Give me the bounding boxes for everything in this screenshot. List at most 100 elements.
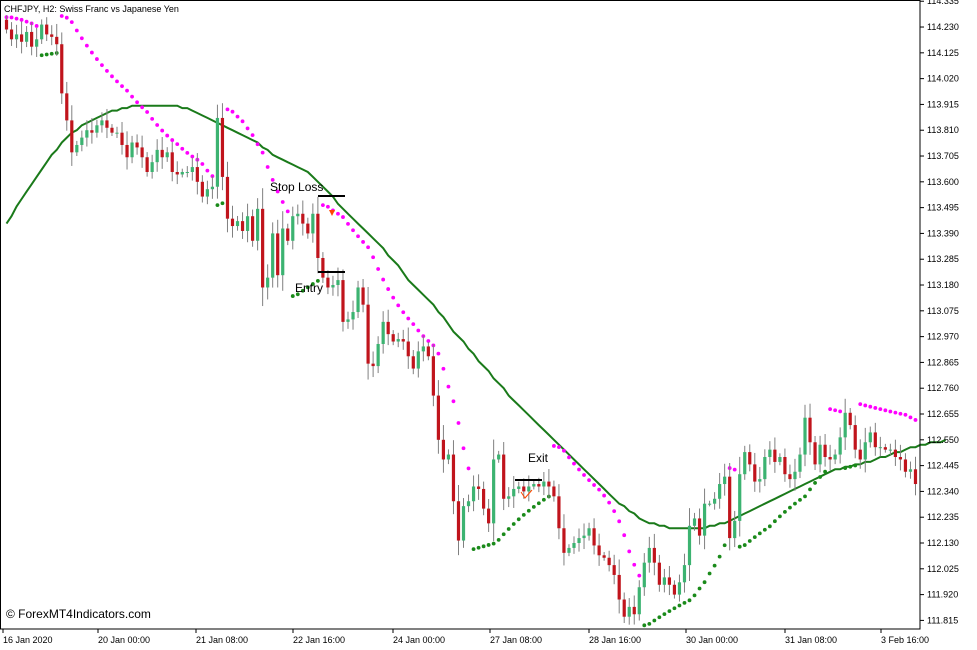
bear-candle (175, 171, 179, 175)
bull-candle (336, 280, 340, 286)
candlesticks (4, 15, 918, 625)
bear-candle (667, 577, 672, 585)
bear-candle (391, 334, 395, 342)
bear-candle (893, 449, 898, 458)
y-tick-label: 112.130 (927, 538, 959, 548)
sar-dot (24, 19, 29, 24)
sar-dot (667, 609, 672, 614)
bear-candle (140, 147, 144, 158)
bear-candle (406, 341, 410, 357)
sar-dot (280, 200, 285, 204)
sar-dot (441, 366, 446, 371)
bear-candle (135, 142, 139, 148)
sar-dot (732, 467, 737, 472)
bear-candle (4, 19, 9, 30)
sar-dot (662, 612, 667, 617)
sar-dot (140, 105, 145, 110)
sar-dot (717, 554, 722, 559)
sar-dot (89, 50, 94, 55)
sar-dot (64, 15, 69, 20)
sar-dot (612, 509, 617, 514)
sar-dot (175, 142, 180, 147)
bear-candle (898, 457, 903, 460)
bear-candle (366, 304, 370, 364)
sar-dot (19, 17, 24, 22)
sar-dot (677, 603, 682, 608)
y-tick-label: 112.970 (927, 332, 959, 342)
sar-dot (707, 571, 712, 576)
sar-dot (416, 328, 421, 333)
sar-dot (893, 410, 898, 415)
sar-dot (712, 563, 717, 568)
y-tick-label: 113.810 (927, 125, 959, 135)
sar-dot (632, 562, 637, 567)
sar-dot (190, 154, 195, 159)
sar-dot (843, 466, 848, 470)
sar-dot (125, 88, 129, 93)
bear-candle (487, 508, 491, 524)
bear-candle (55, 36, 59, 45)
y-tick-label: 111.920 (927, 590, 958, 600)
y-tick-label: 112.025 (927, 564, 959, 574)
bear-candle (45, 24, 49, 35)
bull-candle (466, 501, 471, 507)
sar-dot (878, 407, 883, 412)
bear-candle (60, 44, 64, 94)
sar-dot (366, 245, 370, 250)
sar-dot (657, 615, 662, 620)
bull-candle (351, 312, 355, 320)
bull-candle (758, 479, 762, 482)
bull-candle (296, 213, 300, 217)
bear-candle (401, 339, 405, 342)
sar-dot (49, 51, 54, 56)
bear-candle (456, 501, 461, 541)
bear-candle (783, 457, 787, 475)
bull-candle (210, 186, 215, 190)
bull-candle (692, 518, 697, 526)
bull-candle (291, 216, 295, 241)
sar-dot (336, 211, 340, 216)
bear-candle (913, 469, 918, 485)
sar-dot (451, 399, 456, 404)
sar-dot (587, 478, 591, 483)
bear-candle (160, 149, 164, 158)
bear-candle (652, 547, 656, 563)
sar-dot (250, 133, 255, 137)
bull-candle (818, 444, 822, 465)
bear-candle (431, 356, 435, 396)
bull-candle (798, 454, 802, 472)
sar-dot (95, 57, 99, 61)
sar-dot (401, 310, 406, 315)
sar-dot (687, 598, 692, 603)
sar-dot (697, 586, 702, 591)
bull-candle (446, 454, 451, 460)
bull-candle (180, 171, 184, 175)
bear-candle (617, 574, 621, 600)
sar-dot (265, 165, 270, 169)
bull-candle (75, 144, 79, 153)
sar-dot (170, 138, 175, 142)
sar-dot (602, 493, 607, 498)
sar-dot (310, 282, 315, 286)
sar-dot (295, 292, 300, 297)
sar-dot (607, 500, 612, 505)
sar-dot (145, 110, 150, 114)
sar-dot (351, 228, 355, 233)
sar-dot (100, 63, 104, 68)
sar-dot (803, 494, 807, 499)
bull-candle (713, 498, 717, 504)
stop-loss-label: Stop Loss (270, 180, 323, 194)
parabolic-sar-dots (4, 14, 918, 628)
bull-candle (271, 233, 275, 278)
sar-dot (361, 240, 365, 244)
bear-candle (873, 432, 877, 448)
bear-candle (371, 363, 375, 367)
bull-candle (256, 208, 260, 241)
sar-dot (411, 322, 416, 327)
bear-candle (632, 606, 636, 615)
bear-candle (592, 528, 596, 546)
bull-candle (647, 547, 651, 563)
sar-dot (868, 404, 873, 409)
sar-dot (84, 43, 89, 48)
sar-dot (577, 467, 581, 472)
